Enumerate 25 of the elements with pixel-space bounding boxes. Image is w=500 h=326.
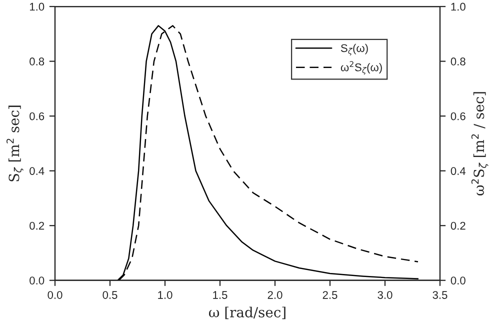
y2-axis-title: ω$^{2}$S$_{ζ}$ [m$^{2}$ / sec]	[471, 92, 488, 196]
x-tick-label: 2.5	[322, 291, 338, 299]
x-tick-label: 1.0	[158, 291, 172, 299]
y2-tick-label: 0.4	[450, 167, 466, 175]
y-tick-label: 1.0	[30, 2, 44, 11]
x-tick-label: 2.0	[268, 291, 282, 299]
y2-tick-label: 0.0	[450, 276, 466, 284]
y-tick-label: 0.6	[30, 112, 44, 120]
y-tick-label: 0.2	[30, 222, 44, 230]
x-tick-label: 1.5	[213, 291, 228, 299]
y-tick-label: 0.8	[30, 58, 44, 66]
y-tick-label: 0.0	[30, 276, 44, 284]
y-axis-title: S$_{ζ}$ [m$^{2}$ sec]	[6, 106, 24, 182]
y2-tick-label: 0.6	[450, 112, 466, 120]
x-tick-label: 3.5	[432, 291, 448, 299]
x-tick-label: 0.0	[48, 291, 62, 299]
legend-label: ω$^{2}$S$_{ζ}$(ω)	[340, 61, 382, 75]
x-tick-label: 0.5	[102, 291, 118, 299]
y2-tick-label: 1.0	[451, 2, 466, 11]
y2-tick-label: 0.8	[450, 58, 466, 66]
legend-label: S$_{ζ}$(ω)	[340, 44, 368, 56]
y2-tick-label: 0.2	[450, 222, 466, 230]
y-tick-label: 0.4	[30, 167, 44, 175]
x-axis-title: ω [rad/sec]	[209, 306, 286, 320]
x-tick-label: 3.0	[378, 291, 392, 299]
